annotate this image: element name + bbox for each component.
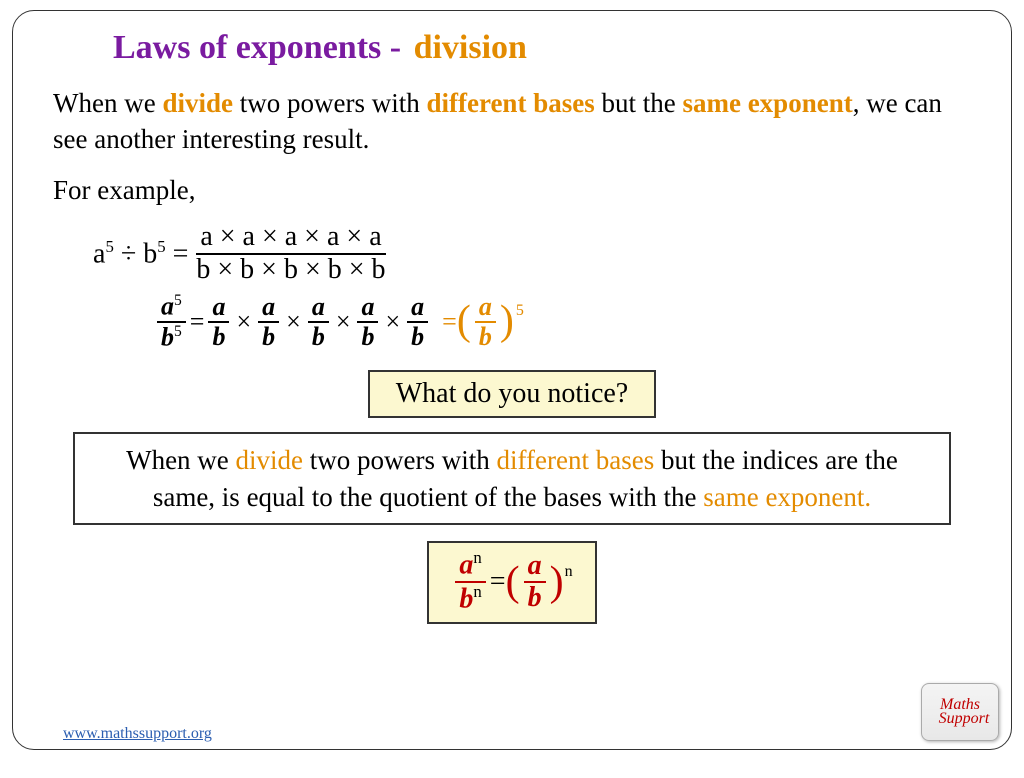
fraction-expansion: a × a × a × a × a b × b × b × b × b — [192, 222, 389, 286]
logo-badge: Maths Support — [921, 683, 999, 741]
formula-rhs: ( ab ) n — [506, 551, 573, 615]
example-label: For example, — [53, 172, 971, 208]
footer-link[interactable]: www.mathssupport.org — [63, 725, 212, 743]
intro-text: When we divide two powers with different… — [53, 85, 971, 158]
equation-1: a5 ÷ b5 = a × a × a × a × a b × b × b × … — [93, 222, 971, 286]
rule-box: When we divide two powers with different… — [73, 432, 951, 525]
lhs-frac: a5 b5 — [157, 292, 186, 353]
notice-box: What do you notice? — [368, 370, 656, 418]
formula-lhs: an bn — [455, 549, 485, 615]
slide-title: Laws of exponents - division — [113, 29, 971, 67]
slide-frame: Laws of exponents - division When we div… — [12, 10, 1012, 750]
title-part1: Laws of exponents - — [113, 29, 410, 66]
result-expression: = ( ab ) 5 — [442, 293, 524, 352]
title-part2: division — [414, 29, 527, 66]
formula-box: an bn = ( ab ) n — [427, 541, 596, 623]
equation-2: a5 b5 = ab × ab × ab × ab × ab = ( ab ) … — [153, 292, 971, 353]
